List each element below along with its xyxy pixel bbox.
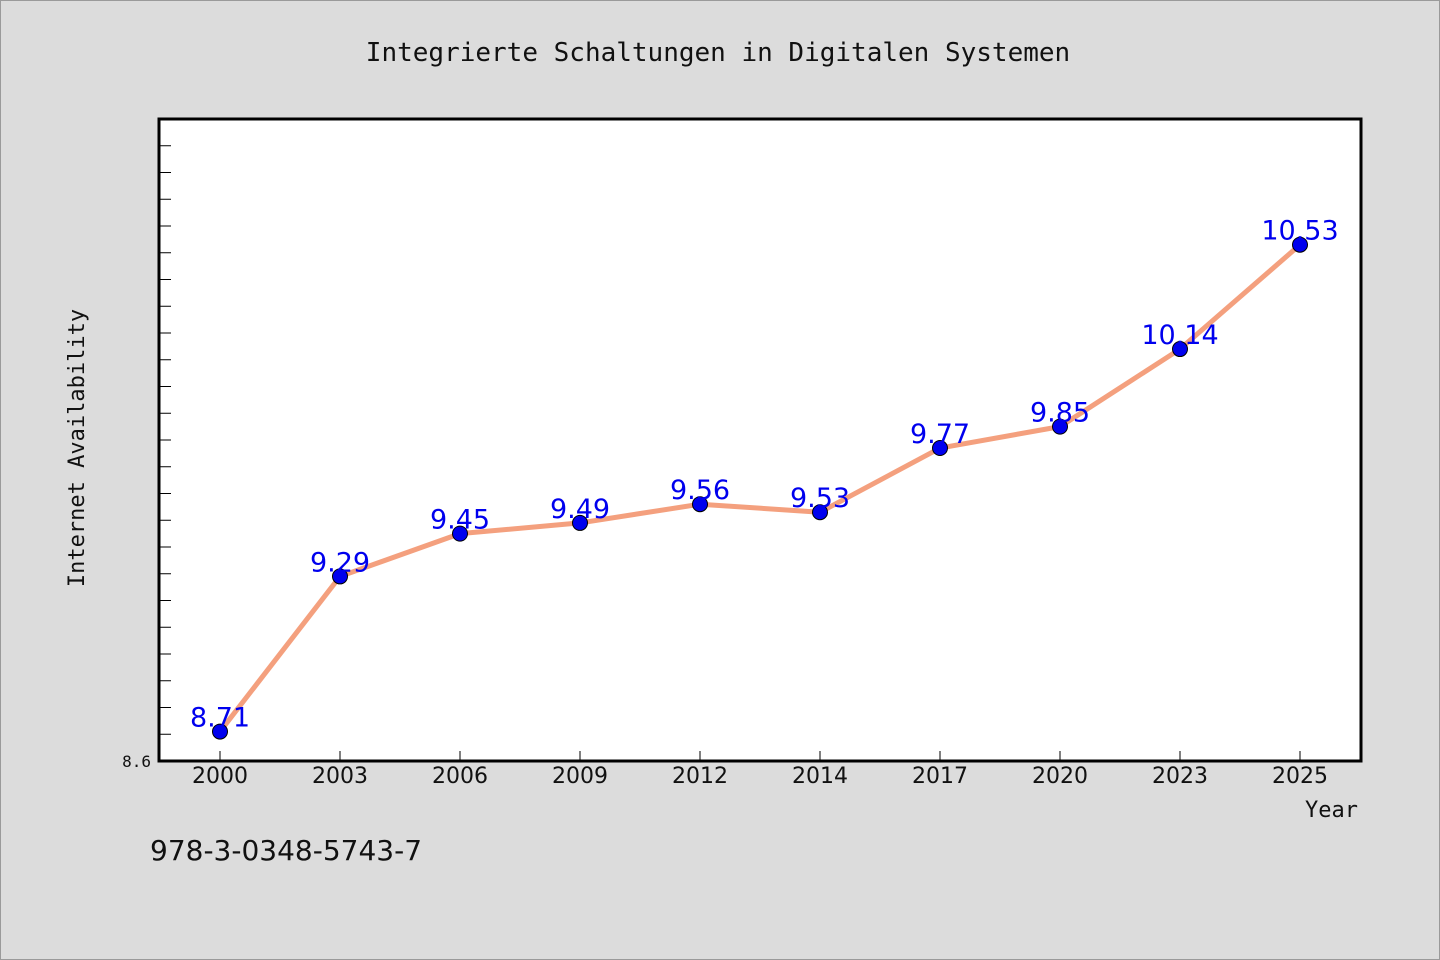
x-tick-label: 2009 [552, 764, 608, 789]
data-point [1172, 341, 1188, 358]
series-line-group [218, 242, 1302, 734]
data-point [1052, 418, 1068, 435]
data-point [572, 514, 588, 531]
series-line [218, 242, 1302, 734]
data-point [692, 496, 708, 513]
x-tick-label: 2014 [792, 764, 848, 789]
data-point [452, 525, 468, 542]
y-axis-ticks: 8.6 [122, 145, 171, 771]
x-axis-ticks: 2000 2003 2006 2009 2012 2014 2017 2020 2023 2025 [192, 751, 1328, 789]
data-labels: 8.71 9.29 9.45 9.49 9.56 9.53 9.77 9.85 10.14 10.… [190, 216, 1339, 734]
x-tick-label: 2003 [312, 764, 368, 789]
data-point [932, 440, 948, 457]
data-label: 10.53 [1261, 216, 1338, 247]
x-tick-label: 2023 [1152, 764, 1208, 789]
data-label: 9.53 [790, 483, 850, 514]
data-point [332, 568, 348, 585]
x-tick-label: 2025 [1272, 764, 1328, 789]
data-label: 9.49 [550, 494, 610, 525]
data-point [1292, 236, 1308, 253]
x-axis-label: Year [1305, 798, 1358, 823]
data-label: 10.14 [1141, 320, 1218, 351]
y-axis-label: Internet Availability [65, 309, 90, 587]
data-point [812, 504, 828, 521]
plot-area [157, 117, 1363, 763]
y-tick-label: 8.6 [122, 752, 151, 771]
data-point [212, 723, 228, 740]
series-markers [212, 236, 1308, 740]
x-tick-label: 2000 [192, 764, 248, 789]
data-label: 9.56 [670, 475, 730, 506]
x-tick-label: 2020 [1032, 764, 1088, 789]
data-label: 9.85 [1030, 398, 1090, 429]
data-label: 8.71 [190, 703, 250, 734]
x-tick-label: 2017 [912, 764, 968, 789]
chart-title: Integrierte Schaltungen in Digitalen Sys… [366, 38, 1070, 68]
isbn-text: 978-3-0348-5743-7 [150, 834, 423, 867]
data-label: 9.45 [430, 505, 490, 536]
x-tick-label: 2012 [672, 764, 728, 789]
data-label: 9.77 [910, 419, 970, 450]
x-tick-label: 2006 [432, 764, 488, 789]
data-label: 9.29 [310, 547, 370, 578]
